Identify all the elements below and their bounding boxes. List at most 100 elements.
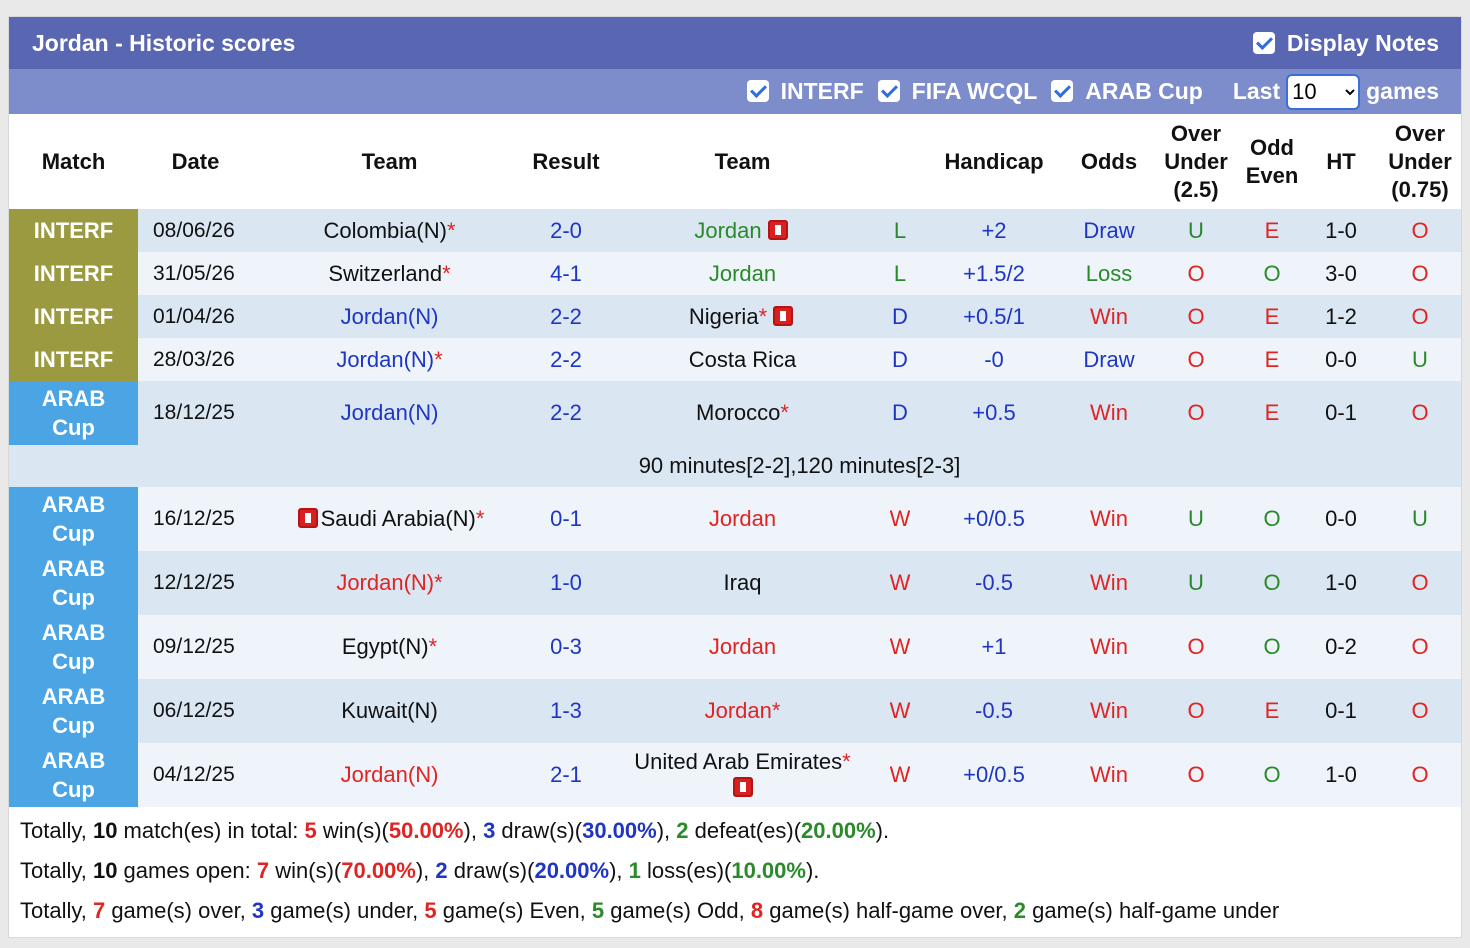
summary-text: Totally, xyxy=(20,818,93,843)
over-under: O xyxy=(1187,346,1205,372)
competition-cell: ARAB Cup xyxy=(9,615,138,679)
odd-even: E xyxy=(1264,346,1280,372)
summary-text: game(s) half-game over, xyxy=(763,898,1014,923)
column-header: HT xyxy=(1303,114,1379,209)
neutral-mark: * xyxy=(434,570,443,595)
away-cell: Jordan xyxy=(606,209,879,252)
checkbox[interactable] xyxy=(746,80,769,102)
summary-text: ), xyxy=(609,858,629,883)
filter[interactable]: FIFA WCQL xyxy=(877,78,1037,104)
team: Nigeria* xyxy=(689,304,796,329)
odds: Loss xyxy=(1085,260,1133,286)
odds: Draw xyxy=(1083,346,1135,372)
team: Jordan(N) xyxy=(341,762,439,787)
team: Costa Rica xyxy=(689,347,797,372)
neutral-mark: * xyxy=(434,346,443,372)
checkbox[interactable] xyxy=(1252,31,1275,54)
summary-text: 2 xyxy=(1013,898,1027,923)
summary-text: games open: xyxy=(117,858,257,883)
column-header: Result xyxy=(526,114,606,209)
team-name: Jordan xyxy=(708,634,777,659)
checkbox[interactable] xyxy=(877,80,900,102)
result: 1-0 xyxy=(550,570,582,595)
handicap: +0.5/1 xyxy=(963,303,1025,329)
half-time: 0-1 xyxy=(1325,400,1357,425)
red-card-icon xyxy=(732,777,753,797)
outcome: W xyxy=(889,634,911,659)
team-name: Morocco xyxy=(696,400,781,425)
summary-text: ), xyxy=(656,818,677,843)
result: 1-3 xyxy=(550,698,582,723)
summary-text: 2 xyxy=(676,818,689,843)
half-time: 1-0 xyxy=(1325,762,1357,787)
result: 2-2 xyxy=(550,346,582,372)
summary-text: match(es) in total: xyxy=(117,818,305,843)
column-header: Date xyxy=(138,114,253,209)
over-under: O xyxy=(1187,303,1205,329)
team-name: Saudi Arabia(N) xyxy=(320,506,476,531)
team: Jordan(N)* xyxy=(336,570,442,595)
summary-line: Totally, 10 match(es) in total: 5 win(s)… xyxy=(20,811,1461,851)
summary-text: 1 xyxy=(628,858,641,883)
summary-text: win(s)( xyxy=(316,818,389,843)
date: 28/03/26 xyxy=(153,347,235,371)
odd-even: E xyxy=(1264,698,1280,723)
summary-line: Totally, 10 games open: 7 win(s)(70.00%)… xyxy=(20,851,1461,891)
away-cell: Jordan xyxy=(606,487,879,551)
date: 09/12/25 xyxy=(153,635,235,658)
over-under: U xyxy=(1188,570,1204,595)
team-name: Egypt(N) xyxy=(341,634,429,659)
away-cell: Costa Rica xyxy=(606,338,879,381)
last-select[interactable]: 10 xyxy=(1286,73,1361,110)
handicap: +2 xyxy=(981,217,1007,243)
summary-text: ). xyxy=(875,818,890,843)
team-name: Jordan xyxy=(708,506,777,531)
column-header-blank xyxy=(879,114,921,209)
handicap: +0/0.5 xyxy=(963,762,1025,787)
outcome: W xyxy=(889,698,911,723)
competition: INTERF xyxy=(33,218,114,243)
summary-text: 5 xyxy=(591,898,605,923)
over-under-075: O xyxy=(1411,303,1429,329)
result: 2-2 xyxy=(550,303,582,329)
team: Jordan* xyxy=(705,698,781,723)
filter[interactable]: ARAB Cup xyxy=(1051,78,1203,104)
summary-text: 5 xyxy=(304,818,317,843)
summary-text: 10 xyxy=(92,858,118,883)
team: Jordan(N) xyxy=(341,400,439,425)
column-header: Match xyxy=(9,114,138,209)
outcome: W xyxy=(889,506,911,531)
summary-text: game(s) over, xyxy=(105,898,252,923)
competition: INTERF xyxy=(33,261,114,286)
over-under: O xyxy=(1187,634,1205,659)
over-under-075: O xyxy=(1411,260,1429,286)
half-time: 1-2 xyxy=(1325,303,1357,329)
checkbox[interactable] xyxy=(1051,80,1074,102)
note-row: 90 minutes[2-2],120 minutes[2-3] xyxy=(9,445,1461,487)
handicap: +0/0.5 xyxy=(963,506,1025,531)
column-header: Handicap xyxy=(921,114,1067,209)
summary-text: loss(es)( xyxy=(640,858,732,883)
summary-text: win(s)( xyxy=(269,858,342,883)
summary-text: draw(s)( xyxy=(495,818,583,843)
summary-text: ), xyxy=(463,818,484,843)
home-cell: Switzerland* xyxy=(253,252,526,295)
over-under: O xyxy=(1187,698,1205,723)
display-notes[interactable]: Display Notes xyxy=(1252,30,1439,57)
odd-even: O xyxy=(1263,260,1281,286)
date: 08/06/26 xyxy=(153,218,235,242)
summary-text: 7 xyxy=(92,898,106,923)
away-cell: Morocco* xyxy=(606,381,879,445)
table-body: INTERF 08/06/26 Colombia(N)* 2-0 Jordan L +2 Dr… xyxy=(9,209,1461,807)
neutral-mark: * xyxy=(446,217,456,243)
team: Kuwait(N) xyxy=(341,698,438,723)
filter[interactable]: INTERF xyxy=(746,78,864,104)
date: 18/12/25 xyxy=(153,401,235,424)
competition: ARAB Cup xyxy=(41,748,106,802)
over-under-075: O xyxy=(1411,762,1429,787)
summary-text: ), xyxy=(415,858,436,883)
neutral-mark: * xyxy=(771,698,781,723)
team-name: Costa Rica xyxy=(688,346,797,372)
match-row: INTERF 08/06/26 Colombia(N)* 2-0 Jordan L +2 Dr… xyxy=(9,209,1461,252)
